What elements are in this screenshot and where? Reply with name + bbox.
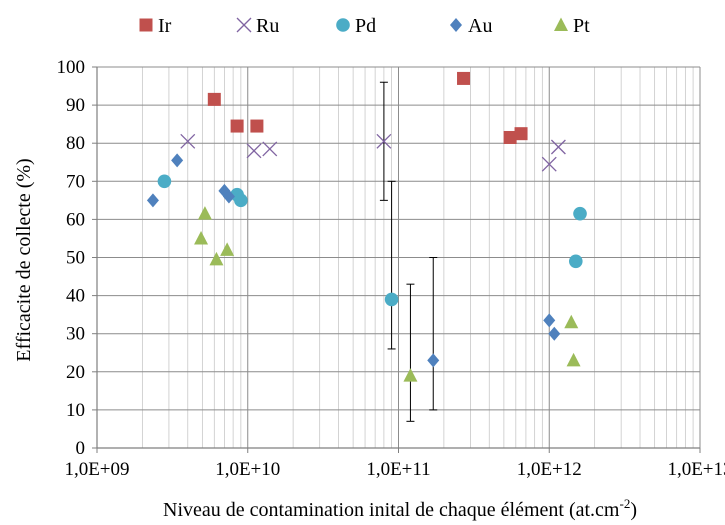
legend-item-ru: Ru [236,15,279,37]
x-axis-title-end: ) [630,499,637,521]
x-tick-label: 1,0E+13 [667,459,725,480]
data-point-ru [550,139,566,155]
data-point-ir [503,130,517,144]
legend-marker-pt [554,17,568,31]
y-tick-label: 30 [66,324,85,345]
legend-marker-ir [139,18,153,32]
data-point-pd [384,292,399,307]
data-point-ir [514,127,528,141]
data-point-pt [197,206,212,220]
x-axis-title-main: Niveau de contamination inital de chaque… [163,499,620,521]
legend-item-pt: Pt [554,15,590,37]
x-tick-label: 1,0E+11 [366,459,430,480]
y-tick-label: 10 [66,400,85,421]
y-tick-label: 50 [66,248,85,269]
y-tick-label: 90 [66,95,85,116]
data-point-ir [207,92,221,106]
legend-label: Au [468,15,492,37]
data-point-pd [157,174,172,189]
legend-marker-pd [336,18,350,32]
data-point-au [543,313,556,328]
data-point-ru [541,156,557,172]
data-point-pt [564,314,579,329]
data-point-ir [250,119,264,133]
legend-label: Pt [573,15,590,37]
data-point-ir [230,119,244,133]
y-tick-label: 40 [66,286,85,307]
data-point-ru [376,133,392,149]
data-point-au [548,326,561,341]
axes [92,66,701,453]
legend-item-au: Au [450,15,492,37]
data-point-pt [566,352,581,367]
data-points [146,71,587,382]
data-point-pt [403,368,418,382]
data-point-pt [194,230,209,245]
data-point-ru [262,141,278,157]
data-point-ru [246,143,262,159]
legend-label: Ir [158,15,172,37]
legend-label: Pd [355,15,376,37]
data-point-ir [457,71,471,85]
error-bars [379,81,438,422]
grid [96,66,701,449]
tick-labels: 0 10 20 30 40 50 60 70 80 90 100 1,0E+09 1,0E+10 1,0E… [57,57,725,480]
data-point-au [427,353,440,368]
x-axis-title-sup: -2 [619,496,630,511]
y-tick-label: 0 [76,438,86,459]
legend-marker-au [450,18,462,32]
data-point-pt [220,242,235,256]
y-tick-label: 20 [66,362,85,383]
data-point-pd [234,193,248,208]
data-point-pt [209,251,224,266]
x-tick-label: 1,0E+10 [215,459,280,480]
data-point-pd [568,254,583,269]
y-tick-label: 100 [57,57,86,78]
data-point-au [222,189,235,204]
y-tick-label: 80 [66,133,85,154]
data-point-au [171,153,184,168]
legend-label: Ru [256,15,279,37]
legend-item-pd: Pd [336,15,376,37]
data-point-ru [180,133,196,149]
data-point-au [146,193,159,208]
x-tick-label: 1,0E+12 [517,459,582,480]
x-axis-title: Niveau de contamination inital de chaque… [163,496,637,521]
legend: Ir Ru Pd Au Pt [139,15,590,37]
y-tick-label: 70 [66,171,85,192]
y-axis-title: Efficacite de collecte (%) [13,158,35,361]
y-tick-label: 60 [66,209,85,230]
data-point-pd [573,206,587,221]
legend-marker-ru [236,17,252,33]
legend-item-ir: Ir [139,15,172,37]
x-tick-label: 1,0E+09 [64,459,129,480]
